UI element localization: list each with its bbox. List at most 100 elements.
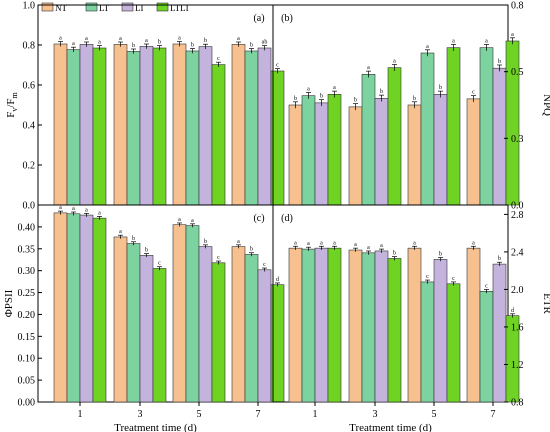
bar xyxy=(244,50,259,206)
y-tick-label: 0.2 xyxy=(23,161,36,172)
significance-letter: c xyxy=(485,283,488,289)
bar xyxy=(348,249,363,403)
significance-letter: a xyxy=(452,38,455,44)
panel-d: a a a a a a c c a a b b a b c d 0.8 1.2 1.6 2.0 2.4 2.8 (d) ETR… xyxy=(272,204,550,432)
significance-letter: b xyxy=(145,248,148,254)
significance-letter: b xyxy=(439,85,442,91)
significance-letter: c xyxy=(472,90,475,96)
bar xyxy=(139,255,154,403)
bar xyxy=(361,74,376,206)
bar xyxy=(433,259,448,403)
legend-swatch-lt xyxy=(85,2,98,12)
significance-letter: c xyxy=(158,261,161,267)
bar xyxy=(126,243,141,403)
bar xyxy=(361,252,376,403)
significance-letter: c xyxy=(263,262,266,268)
bar xyxy=(492,67,507,206)
y-axis-label: NPQ xyxy=(541,94,550,116)
significance-letter: d xyxy=(276,277,279,283)
significance-letter: a xyxy=(367,65,370,71)
bar xyxy=(198,246,213,403)
y-tick-label: 0.8 xyxy=(511,398,524,409)
bar xyxy=(479,291,494,403)
significance-letter: b xyxy=(204,239,207,245)
significance-letter: b xyxy=(250,43,253,49)
bar xyxy=(288,247,303,403)
bar xyxy=(301,95,316,206)
bar xyxy=(92,217,107,403)
significance-letter: a xyxy=(380,243,383,249)
y-tick-label: 0.0 xyxy=(511,201,524,212)
significance-letter: b xyxy=(380,89,383,95)
y-tick-label: 0.30 xyxy=(18,266,36,277)
significance-letter: c xyxy=(426,274,429,280)
significance-letter: a xyxy=(178,36,181,42)
significance-letter: b xyxy=(132,43,135,49)
bar xyxy=(446,283,461,403)
panel-label: (c) xyxy=(253,213,264,224)
legend-label-nt: NT xyxy=(55,3,67,13)
significance-letter: b xyxy=(132,236,135,242)
bar xyxy=(126,51,141,206)
significance-letter: a xyxy=(413,240,416,246)
significance-letter: a xyxy=(178,217,181,223)
significance-letter: a xyxy=(85,207,88,213)
x-tick-label: 5 xyxy=(432,409,437,420)
legend-swatch-ltli xyxy=(156,2,169,12)
legend: NT LT LI LTLI xyxy=(41,2,189,13)
x-tick-label: 3 xyxy=(138,409,143,420)
bar xyxy=(257,47,272,206)
significance-letter: a xyxy=(393,58,396,64)
legend-label-li: LI xyxy=(135,3,144,13)
significance-letter: a xyxy=(59,36,62,42)
x-tick-label: 3 xyxy=(373,409,378,420)
bar xyxy=(53,43,68,206)
bar xyxy=(479,47,494,206)
significance-letter: a xyxy=(294,240,297,246)
significance-letter: b xyxy=(320,94,323,100)
bar xyxy=(152,268,167,403)
significance-letter: c xyxy=(276,63,279,69)
significance-letter: b xyxy=(498,59,501,65)
bar xyxy=(407,247,422,403)
y-axis-label-part: /F xyxy=(5,98,17,107)
bar xyxy=(466,98,481,206)
bar xyxy=(374,250,389,403)
significance-letter: b xyxy=(413,96,416,102)
x-tick-label: 7 xyxy=(256,409,261,420)
bar xyxy=(79,44,94,206)
significance-letter: c xyxy=(452,276,455,282)
significance-letter: a xyxy=(98,210,101,216)
y-tick-label: 0.3 xyxy=(511,134,524,145)
y-tick-label: 0.5 xyxy=(511,67,524,78)
significance-letter: b xyxy=(439,252,442,258)
bar xyxy=(79,214,94,403)
x-tick-label: 1 xyxy=(313,409,318,420)
significance-letter: a xyxy=(72,41,75,47)
bar xyxy=(53,212,68,403)
x-tick-label: 7 xyxy=(491,409,496,420)
y-tick-label: 1.0 xyxy=(23,1,36,12)
significance-letter: b xyxy=(191,43,194,49)
panel-b: b b b c a a a a b b b b a a a a 0.0 0.3 0.5 0.8 (b) NPQ xyxy=(272,1,550,212)
bar xyxy=(327,247,342,403)
bar xyxy=(198,46,213,206)
significance-letter: b xyxy=(250,247,253,253)
significance-letter: a xyxy=(333,85,336,91)
legend-swatch-li xyxy=(121,2,134,12)
bar xyxy=(92,47,107,206)
bar xyxy=(327,94,342,206)
x-axis-label: Treatment time (d) xyxy=(349,422,432,432)
y-tick-label: 0.6 xyxy=(23,81,36,92)
significance-letter: a xyxy=(511,32,514,38)
bar xyxy=(301,248,316,403)
bar xyxy=(66,49,81,206)
y-tick-label: 0.00 xyxy=(18,398,36,409)
y-tick-label: 2.0 xyxy=(511,285,524,296)
significance-letter: a xyxy=(320,240,323,246)
bar xyxy=(492,263,507,403)
bar xyxy=(113,44,128,206)
y-axis-label-subscript: v xyxy=(10,108,19,112)
significance-letter: a xyxy=(307,86,310,92)
significance-letter: b xyxy=(204,38,207,44)
